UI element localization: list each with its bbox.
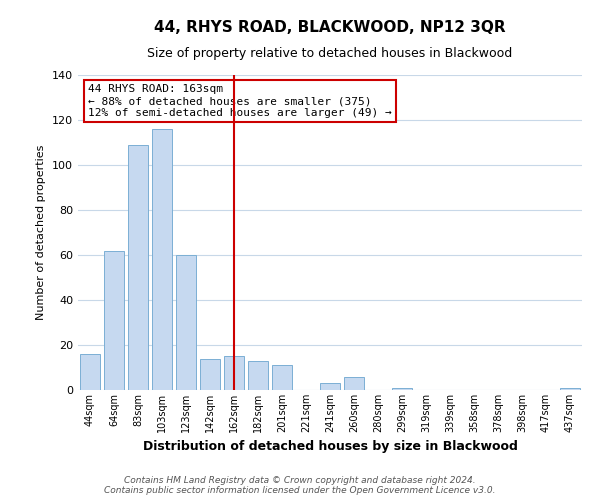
Bar bbox=[200, 358, 220, 390]
Bar bbox=[104, 250, 124, 390]
Bar bbox=[392, 388, 412, 390]
Bar bbox=[272, 365, 292, 390]
Bar bbox=[80, 354, 100, 390]
Bar bbox=[224, 356, 244, 390]
Bar bbox=[344, 376, 364, 390]
Text: Size of property relative to detached houses in Blackwood: Size of property relative to detached ho… bbox=[148, 48, 512, 60]
Bar bbox=[320, 383, 340, 390]
Text: 44, RHYS ROAD, BLACKWOOD, NP12 3QR: 44, RHYS ROAD, BLACKWOOD, NP12 3QR bbox=[154, 20, 506, 35]
Bar bbox=[128, 145, 148, 390]
Y-axis label: Number of detached properties: Number of detached properties bbox=[37, 145, 46, 320]
X-axis label: Distribution of detached houses by size in Blackwood: Distribution of detached houses by size … bbox=[143, 440, 517, 454]
Text: 44 RHYS ROAD: 163sqm
← 88% of detached houses are smaller (375)
12% of semi-deta: 44 RHYS ROAD: 163sqm ← 88% of detached h… bbox=[88, 84, 392, 117]
Bar bbox=[176, 255, 196, 390]
Bar bbox=[560, 388, 580, 390]
Bar bbox=[152, 129, 172, 390]
Text: Contains HM Land Registry data © Crown copyright and database right 2024.
Contai: Contains HM Land Registry data © Crown c… bbox=[104, 476, 496, 495]
Bar bbox=[248, 361, 268, 390]
